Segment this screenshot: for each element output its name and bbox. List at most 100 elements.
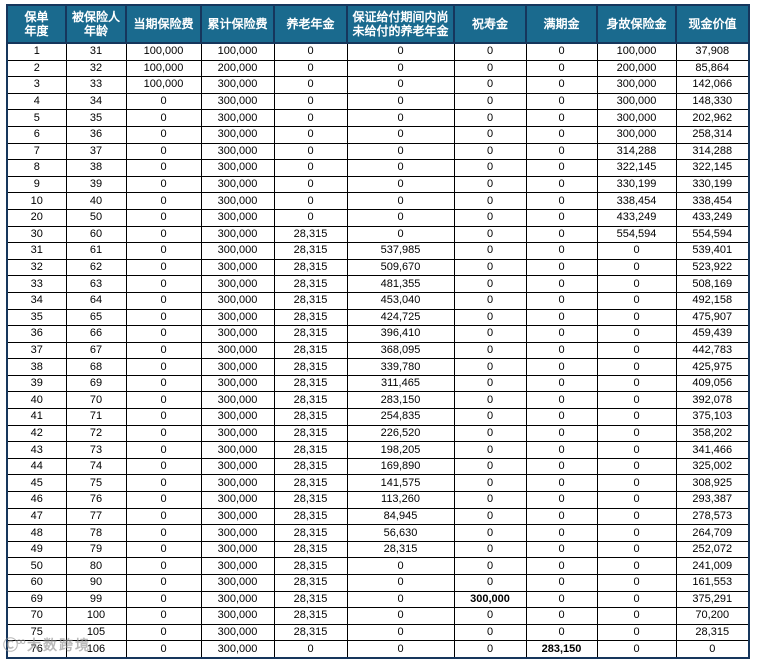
cell: 0	[453, 59, 527, 78]
cell: 300,000	[200, 457, 275, 476]
cell: 37,908	[675, 42, 750, 61]
cell: 0	[525, 225, 598, 244]
cell: 0	[596, 341, 677, 360]
cell: 0	[453, 275, 527, 293]
cell: 300,000	[200, 441, 275, 459]
cell: 0	[125, 574, 202, 592]
table-row: 4 34 0 300,000 0 0 0 0 300,000 148,330	[6, 92, 750, 111]
cell: 34	[6, 291, 67, 310]
cell: 0	[525, 325, 598, 343]
cell: 28,315	[273, 524, 348, 542]
cell: 0	[453, 175, 527, 194]
cell: 0	[525, 275, 598, 293]
cell: 8	[6, 159, 67, 177]
cell: 5	[6, 109, 67, 127]
cell: 28,315	[273, 308, 348, 327]
cell: 300,000	[200, 92, 275, 111]
cell: 56,630	[346, 524, 455, 542]
cell: 300,000	[200, 607, 275, 625]
cell: 554,594	[596, 225, 677, 244]
cell: 0	[125, 242, 202, 260]
cell: 300,000	[200, 208, 275, 227]
cell: 300,000	[200, 159, 275, 177]
cell: 0	[453, 225, 527, 244]
cell: 341,466	[675, 441, 750, 459]
cell: 0	[596, 408, 677, 426]
cell: 100,000	[200, 42, 275, 61]
column-header: 保单 年度	[6, 4, 67, 44]
cell: 0	[453, 623, 527, 642]
column-header: 累计保险费	[200, 4, 275, 44]
cell: 28,315	[273, 474, 348, 493]
cell: 424,725	[346, 308, 455, 327]
cell: 0	[125, 125, 202, 144]
cell: 0	[453, 374, 527, 393]
cell: 523,922	[675, 258, 750, 277]
cell: 433,249	[596, 208, 677, 227]
cell: 0	[596, 507, 677, 526]
cell: 0	[453, 391, 527, 410]
cell: 0	[346, 623, 455, 642]
cell: 0	[525, 391, 598, 410]
cell: 264,709	[675, 524, 750, 542]
cell: 338,454	[675, 192, 750, 210]
cell: 0	[596, 607, 677, 625]
cell: 43	[6, 441, 67, 459]
cell: 300,000	[200, 391, 275, 410]
cell: 0	[453, 540, 527, 559]
table-header-row: 保单 年度 被保险人 年龄 当期保险费 累计保险费 养老年金 保证给付期间内尚 未给付的养…	[6, 4, 750, 44]
cell: 300,000	[200, 574, 275, 592]
table-row: 46 76 0 300,000 28,315 113,260 0 0 0 293,387	[6, 491, 750, 509]
cell: 0	[525, 142, 598, 161]
cell: 0	[596, 623, 677, 642]
cell: 322,145	[675, 159, 750, 177]
cell: 0	[596, 242, 677, 260]
cell: 0	[125, 208, 202, 227]
cell: 0	[273, 142, 348, 161]
cell: 28,315	[273, 441, 348, 459]
cell: 300,000	[200, 557, 275, 575]
table-row: 10 40 0 300,000 0 0 0 0 338,454 338,454	[6, 192, 750, 210]
cell: 42	[6, 424, 67, 443]
cell: 2	[6, 59, 67, 78]
cell: 90	[65, 574, 127, 592]
cell: 409,056	[675, 374, 750, 393]
cell: 0	[675, 640, 750, 659]
cell: 100,000	[596, 42, 677, 61]
cell: 0	[453, 242, 527, 260]
cell: 3	[6, 76, 67, 94]
cell: 0	[525, 92, 598, 111]
table-row: 50 80 0 300,000 28,315 0 0 0 0 241,009	[6, 557, 750, 575]
cell: 106	[65, 640, 127, 659]
cell: 0	[125, 341, 202, 360]
cell: 0	[453, 208, 527, 227]
cell: 100,000	[125, 42, 202, 61]
cell: 0	[525, 341, 598, 360]
table-row: 9 39 0 300,000 0 0 0 0 330,199 330,199	[6, 175, 750, 194]
cell: 70	[65, 391, 127, 410]
cell: 0	[525, 358, 598, 376]
column-header: 身故保险金	[596, 4, 677, 44]
cell: 0	[596, 374, 677, 393]
cell: 0	[596, 325, 677, 343]
cell: 38	[65, 159, 127, 177]
cell: 0	[346, 76, 455, 94]
cell: 0	[125, 275, 202, 293]
cell: 32	[6, 258, 67, 277]
cell: 278,573	[675, 507, 750, 526]
cell: 50	[6, 557, 67, 575]
cell: 71	[65, 408, 127, 426]
cell: 69	[65, 374, 127, 393]
cell: 338,454	[596, 192, 677, 210]
cell: 0	[525, 424, 598, 443]
cell: 30	[6, 225, 67, 244]
cell: 77	[65, 507, 127, 526]
table-row: 1 31 100,000 100,000 0 0 0 0 100,000 37,908	[6, 42, 750, 61]
cell: 37	[6, 341, 67, 360]
cell: 300,000	[200, 374, 275, 393]
cell: 0	[596, 258, 677, 277]
cell: 537,985	[346, 242, 455, 260]
cell: 539,401	[675, 242, 750, 260]
cell: 475,907	[675, 308, 750, 327]
cell: 0	[525, 192, 598, 210]
